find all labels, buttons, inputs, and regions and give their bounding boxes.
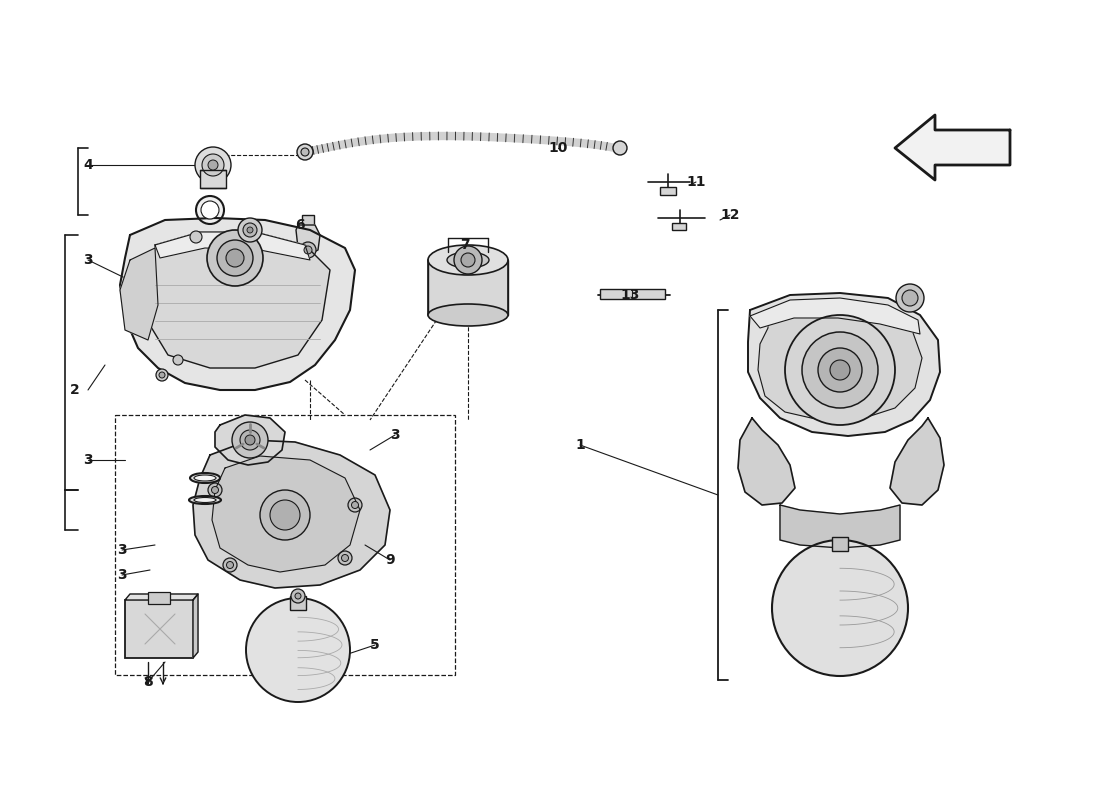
Text: 5: 5	[370, 638, 379, 652]
Polygon shape	[296, 225, 320, 255]
Polygon shape	[780, 505, 900, 548]
Bar	[200, 170, 225, 188]
Circle shape	[802, 332, 878, 408]
Bar	[428, 260, 508, 315]
Circle shape	[300, 242, 316, 258]
Circle shape	[238, 218, 262, 242]
Circle shape	[818, 348, 862, 392]
Circle shape	[160, 372, 165, 378]
Circle shape	[304, 246, 312, 254]
Bar	[148, 592, 170, 604]
Polygon shape	[125, 594, 198, 600]
Text: 3: 3	[118, 568, 127, 582]
Circle shape	[190, 231, 202, 243]
Circle shape	[896, 284, 924, 312]
Ellipse shape	[194, 475, 216, 481]
Circle shape	[292, 589, 305, 603]
Circle shape	[211, 486, 219, 494]
Ellipse shape	[190, 473, 220, 483]
Bar	[302, 215, 313, 240]
Circle shape	[297, 144, 313, 160]
Bar	[660, 187, 676, 195]
Polygon shape	[148, 232, 330, 368]
Polygon shape	[120, 218, 355, 390]
Ellipse shape	[428, 304, 508, 326]
Text: 9: 9	[385, 553, 395, 567]
Polygon shape	[758, 306, 922, 420]
Ellipse shape	[194, 498, 216, 502]
Circle shape	[902, 290, 918, 306]
Circle shape	[173, 355, 183, 365]
Circle shape	[156, 369, 168, 381]
Text: 7: 7	[460, 238, 470, 252]
Polygon shape	[120, 248, 158, 340]
Text: 3: 3	[118, 543, 127, 557]
Circle shape	[202, 154, 224, 176]
Text: 12: 12	[720, 208, 739, 222]
Text: 8: 8	[143, 675, 153, 689]
Bar	[116, 415, 455, 675]
Circle shape	[348, 498, 362, 512]
Text: 11: 11	[686, 175, 706, 189]
Circle shape	[270, 500, 300, 530]
Circle shape	[246, 598, 350, 702]
Bar	[290, 596, 306, 610]
Circle shape	[217, 240, 253, 276]
Circle shape	[196, 196, 224, 224]
Polygon shape	[214, 415, 285, 465]
Circle shape	[248, 227, 253, 233]
Circle shape	[772, 540, 908, 676]
Circle shape	[295, 593, 301, 599]
Polygon shape	[890, 418, 944, 505]
Bar	[125, 600, 192, 658]
Polygon shape	[738, 418, 795, 505]
Circle shape	[785, 315, 895, 425]
Bar	[600, 289, 666, 299]
Text: 3: 3	[84, 453, 92, 467]
Circle shape	[195, 147, 231, 183]
Circle shape	[352, 502, 359, 509]
Circle shape	[341, 554, 349, 562]
Polygon shape	[748, 293, 940, 436]
Ellipse shape	[428, 245, 508, 275]
Text: 10: 10	[548, 141, 568, 155]
Text: 4: 4	[84, 158, 92, 172]
Circle shape	[232, 422, 268, 458]
Text: 1: 1	[575, 438, 585, 452]
Ellipse shape	[189, 496, 221, 504]
Polygon shape	[192, 440, 390, 588]
Text: 13: 13	[620, 288, 640, 302]
Circle shape	[207, 230, 263, 286]
Polygon shape	[155, 232, 310, 260]
Circle shape	[208, 160, 218, 170]
Circle shape	[227, 562, 233, 569]
Circle shape	[240, 430, 260, 450]
Circle shape	[613, 141, 627, 155]
Circle shape	[226, 249, 244, 267]
Circle shape	[461, 253, 475, 267]
Polygon shape	[212, 456, 360, 572]
Text: 3: 3	[390, 428, 399, 442]
Ellipse shape	[300, 232, 316, 244]
Polygon shape	[192, 594, 198, 658]
Bar	[832, 537, 848, 551]
Circle shape	[338, 551, 352, 565]
Polygon shape	[895, 115, 1010, 180]
Circle shape	[245, 435, 255, 445]
Text: 3: 3	[84, 253, 92, 267]
Circle shape	[223, 558, 236, 572]
Circle shape	[243, 223, 257, 237]
Circle shape	[201, 201, 219, 219]
Polygon shape	[750, 298, 920, 334]
Circle shape	[830, 360, 850, 380]
Circle shape	[454, 246, 482, 274]
Circle shape	[301, 148, 309, 156]
Circle shape	[260, 490, 310, 540]
Text: 6: 6	[295, 218, 305, 232]
Text: 2: 2	[70, 383, 80, 397]
Ellipse shape	[447, 252, 490, 268]
Bar	[672, 223, 686, 230]
Circle shape	[208, 483, 222, 497]
